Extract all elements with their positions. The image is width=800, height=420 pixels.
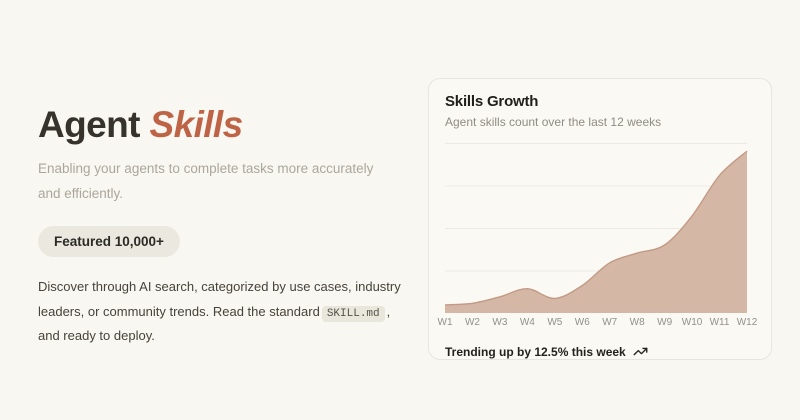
title-word-agent: Agent [38,104,140,145]
x-axis-label: W3 [492,317,508,328]
page-title: Agent Skills [38,104,410,147]
chart-subtitle: Agent skills count over the last 12 week… [445,115,662,129]
skill-md-code-chip: SKILL.md [321,305,385,322]
x-axis-label: W4 [519,317,535,328]
x-axis-label: W1 [437,317,453,328]
featured-badge[interactable]: Featured 10,000+ [38,226,180,258]
x-axis-label: W9 [657,317,673,328]
chart-footer: Trending up by 12.5% this week [445,344,755,359]
chart-title: Skills Growth [445,93,539,110]
hero-section: Agent Skills Enabling your agents to com… [38,104,410,348]
skills-growth-area-chart [444,143,748,313]
description-text-after: , and ready to deploy. [38,303,391,343]
skills-growth-card: Skills Growth Agent skills count over th… [428,78,772,360]
x-axis-label: W7 [602,317,618,328]
x-axis-label: W10 [681,317,703,328]
x-axis-label: W11 [709,317,730,328]
trending-up-icon [633,347,648,356]
area-chart-svg [444,143,748,313]
area-fill [445,151,747,313]
x-axis-label: W5 [547,317,563,328]
description-text-before: Discover through AI search, categorized … [38,279,401,319]
chart-x-axis: W1 W2 W3 W4 W5 W6 W7 W8 W9 W10 W11 W12 [438,317,758,331]
trend-text: Trending up by 12.5% this week [445,344,626,359]
x-axis-label: W6 [574,317,590,328]
area-stroke-line [444,150,748,306]
x-axis-label: W12 [736,317,758,328]
x-axis-label: W2 [464,317,480,328]
x-axis-label: W8 [629,317,645,328]
hero-subtitle: Enabling your agents to complete tasks m… [38,160,374,201]
hero-description: Discover through AI search, categorized … [38,275,410,347]
title-word-skills: Skills [149,104,244,145]
